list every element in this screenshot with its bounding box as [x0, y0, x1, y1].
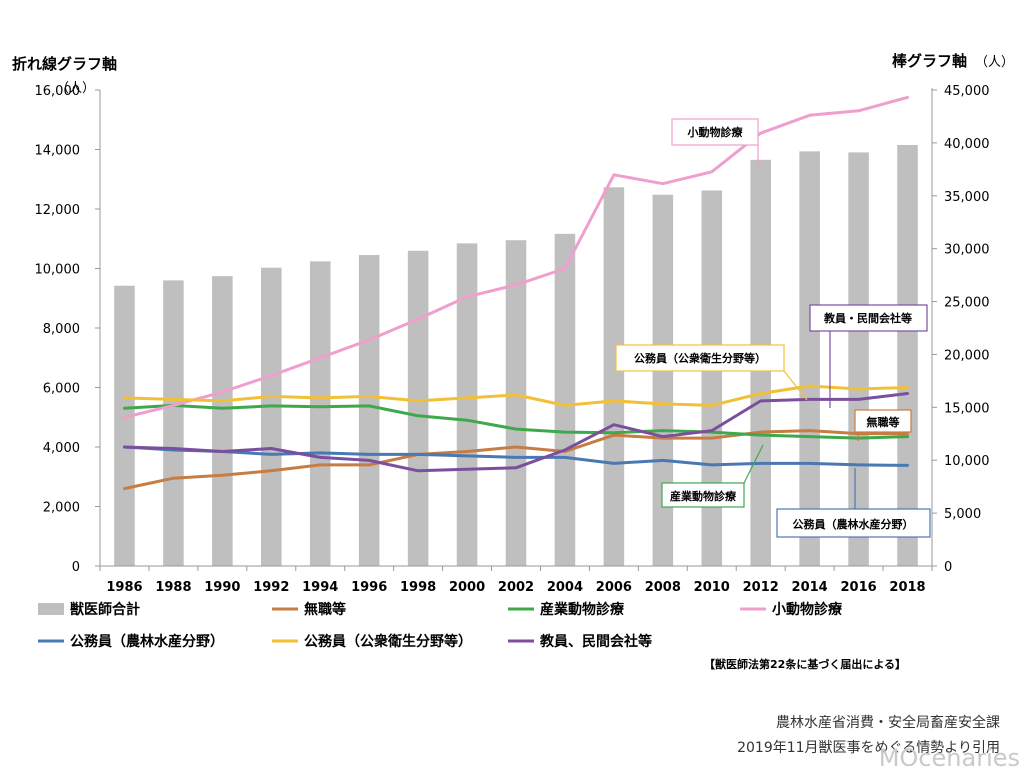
callout-box	[615, 344, 785, 372]
left-axis-tick-label: 14,000	[35, 144, 81, 159]
right-axis-tick-label: 5,000	[944, 507, 981, 522]
legend-label: 公務員（公衆衛生分野等）	[304, 633, 472, 650]
legend-label: 公務員（農林水産分野）	[70, 633, 224, 650]
x-tick-label: 1986	[106, 580, 142, 595]
source-line-2: 2019年11月獣医事をめぐる情勢より引用	[737, 740, 1000, 756]
bar	[163, 280, 184, 566]
legend-label: 無職等	[304, 601, 346, 618]
x-tick-label: 2010	[694, 580, 730, 595]
callout-box	[809, 304, 928, 332]
series-line	[123, 429, 909, 491]
callout-label: 教員・民間会社等	[823, 311, 912, 325]
x-tick-label: 2016	[840, 580, 876, 595]
left-axis-tick-label: 12,000	[35, 203, 81, 218]
callout-label: 公務員（農林水産分野）	[793, 517, 914, 531]
bar	[505, 240, 527, 566]
right-axis-tick-label: 25,000	[944, 296, 990, 311]
right-axis-unit: （人）	[975, 55, 1014, 70]
series-line	[123, 384, 909, 407]
series-line	[123, 392, 909, 473]
watermark: MOcenaries	[879, 744, 1020, 768]
right-axis-tick-label: 40,000	[944, 137, 990, 152]
x-tick-label: 1988	[155, 580, 191, 595]
right-axis-tick-label: 10,000	[944, 454, 990, 469]
right-axis-tick-label: 15,000	[944, 401, 990, 416]
left-axis-tick-label: 8,000	[43, 322, 80, 337]
callout-leader	[743, 444, 764, 484]
bar	[261, 267, 282, 566]
right-axis-title: 棒グラフ軸	[892, 52, 967, 70]
bar	[652, 194, 674, 566]
left-axis-tick-label: 16,000	[35, 84, 81, 99]
source-line-1: 農林水産省消費・安全局畜産安全課	[776, 714, 1000, 731]
left-axis-tick-label: 2,000	[43, 501, 80, 516]
x-tick-label: 2012	[743, 580, 779, 595]
series-line	[123, 95, 909, 419]
callout-label: 小動物診療	[687, 125, 744, 139]
legend-label: 獣医師合計	[70, 601, 140, 618]
right-axis-tick-label: 20,000	[944, 348, 990, 363]
series-line	[123, 403, 909, 440]
bar	[848, 152, 869, 567]
x-tick-label: 1998	[400, 580, 436, 595]
line-series	[123, 95, 909, 491]
callout-box	[671, 118, 759, 146]
bar	[799, 151, 820, 566]
right-axis-tick-label: 0	[944, 560, 952, 575]
x-tick-label: 2006	[596, 580, 632, 595]
legend-label: 小動物診療	[772, 601, 843, 618]
left-axis-tick-label: 6,000	[43, 382, 80, 397]
bar	[554, 233, 576, 566]
x-tick-label: 2008	[645, 580, 681, 595]
left-axis-title: 折れ線グラフ軸	[12, 55, 117, 73]
legend-swatch	[38, 603, 64, 615]
x-tick-label: 2018	[889, 580, 925, 595]
bar	[603, 187, 625, 566]
x-tick-label: 2004	[547, 580, 583, 595]
x-tick-label: 2000	[449, 580, 485, 595]
callout-leader	[783, 370, 808, 401]
bar	[407, 250, 429, 566]
legend-label: 産業動物診療	[540, 601, 625, 618]
legend-label: 教員、民間会社等	[540, 633, 652, 650]
bar	[212, 276, 233, 566]
x-tick-label: 1990	[204, 580, 240, 595]
right-axis-tick-label: 30,000	[944, 243, 990, 258]
callout-box	[854, 409, 912, 433]
bar-series	[114, 145, 918, 567]
footnote: 【獣医師法第22条に基づく届出による】	[704, 657, 906, 671]
callout-box	[776, 508, 931, 538]
left-axis-tick-label: 4,000	[43, 441, 80, 456]
left-axis-tick-label: 0	[72, 560, 80, 575]
right-axis-tick-label: 35,000	[944, 190, 990, 205]
left-axis-tick-label: 10,000	[35, 263, 81, 278]
callout-label: 産業動物診療	[670, 489, 737, 503]
bar	[456, 243, 478, 566]
x-tick-label: 1994	[302, 580, 338, 595]
callout-label: 無職等	[867, 415, 900, 429]
bar	[701, 190, 723, 566]
series-line	[123, 445, 909, 467]
axes: 0 2,000 4,000 6,000 8,000 10,000 12,000 14,000 1…	[35, 84, 990, 595]
callout-label: 公務員（公衆衛生分野等）	[634, 351, 766, 365]
right-axis-tick-label: 45,000	[944, 84, 990, 99]
x-tick-label: 2014	[792, 580, 828, 595]
x-tick-label: 1996	[351, 580, 387, 595]
bar	[897, 145, 918, 566]
bar	[358, 255, 380, 566]
x-tick-label: 1992	[253, 580, 289, 595]
left-axis-unit: （人）	[56, 81, 95, 96]
callout-box	[661, 482, 745, 508]
x-tick-label: 2002	[498, 580, 534, 595]
bar	[114, 285, 135, 566]
bar	[309, 261, 331, 566]
